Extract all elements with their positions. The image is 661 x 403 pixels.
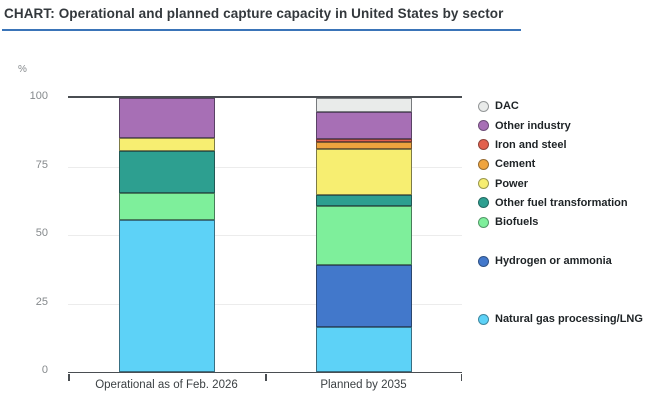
legend-color-dot-icon	[478, 313, 489, 325]
legend-item: Hydrogen or ammonia	[478, 254, 612, 268]
bar-segment	[315, 148, 412, 196]
legend-item-label: Iron and steel	[495, 138, 567, 151]
title-underline	[2, 29, 521, 31]
legend-item: Other fuel transformation	[478, 196, 628, 210]
legend-color-dot-icon	[478, 255, 489, 267]
legend-item: Biofuels	[478, 215, 538, 229]
legend-item-label: Other industry	[495, 119, 571, 132]
legend-item-label: Biofuels	[495, 216, 539, 228]
bar-segment	[315, 111, 412, 140]
legend-item-label: Hydrogen or ammonia	[495, 255, 612, 267]
x-axis-tick	[68, 373, 70, 381]
bar-segment	[315, 195, 412, 207]
legend-item-label: Other fuel transformation	[495, 196, 628, 209]
bar-segment	[315, 326, 412, 372]
legend-item-label: Cement	[495, 158, 536, 170]
legend-item: Power	[478, 177, 528, 191]
y-tick-label: 50	[35, 227, 48, 239]
x-axis-category-label: Operational as of Feb. 2026	[95, 379, 238, 391]
gridline	[68, 235, 462, 236]
bar-segment	[118, 137, 215, 152]
bar-segment	[315, 265, 412, 327]
x-axis-tick	[265, 373, 267, 381]
gridline	[68, 303, 462, 305]
stacked-bar	[315, 98, 412, 372]
x-axis-category-label: Planned by 2035	[320, 379, 407, 391]
plot-area	[68, 96, 462, 381]
bar-segment	[315, 206, 412, 266]
legend-color-dot-icon	[478, 216, 489, 228]
legend-item-label: Natural gas processing/LNG	[495, 313, 643, 325]
legend-item: Natural gas processing/LNG	[478, 312, 643, 326]
y-tick-label: 25	[35, 295, 48, 308]
legend-color-dot-icon	[478, 158, 489, 170]
x-axis-tick	[460, 373, 462, 381]
bar-segment	[315, 139, 412, 142]
legend-item-label: DAC	[495, 100, 519, 112]
legend-item: Cement	[478, 157, 535, 171]
legend: DAC Other industry Iron and steel Cement Pow…	[478, 0, 661, 403]
bar-segment	[315, 141, 412, 149]
y-axis: 0 25 50 75 100	[0, 90, 48, 376]
legend-item: Other industry	[478, 119, 571, 133]
chart-title: CHART: Operational and planned capture c…	[4, 6, 504, 21]
bar-segment	[315, 98, 412, 112]
y-axis-unit-label: %	[18, 64, 27, 75]
bar-segment	[118, 219, 215, 372]
bar-segment	[118, 192, 215, 220]
stacked-bar	[118, 98, 215, 372]
legend-item: DAC	[478, 99, 519, 113]
y-tick-label: 100	[29, 90, 48, 102]
legend-color-dot-icon	[478, 197, 489, 208]
legend-color-dot-icon	[478, 120, 489, 131]
legend-color-dot-icon	[478, 178, 489, 189]
legend-item-label: Power	[495, 177, 529, 190]
gridline	[68, 166, 462, 168]
legend-color-dot-icon	[478, 139, 489, 150]
legend-color-dot-icon	[478, 100, 489, 112]
legend-item: Iron and steel	[478, 138, 567, 152]
bar-segment	[118, 98, 215, 138]
x-axis-labels: Operational as of Feb. 2026 Planned by 20…	[68, 379, 462, 397]
y-tick-label: 75	[35, 158, 48, 171]
y-tick-label: 0	[41, 364, 48, 376]
bar-segment	[118, 151, 215, 193]
